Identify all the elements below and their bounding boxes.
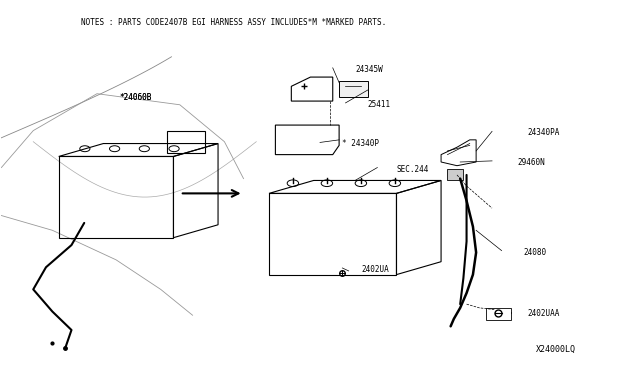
Text: NOTES : PARTS CODE2407B EGI HARNESS ASSY INCLUDES*M *MARKED PARTS.: NOTES : PARTS CODE2407B EGI HARNESS ASSY… [81, 18, 387, 27]
Text: 24340PA: 24340PA [527, 128, 559, 137]
Text: 24345W: 24345W [355, 65, 383, 74]
Polygon shape [339, 81, 368, 97]
Text: *24060B: *24060B [119, 93, 152, 102]
Text: 2402UA: 2402UA [362, 264, 389, 273]
Polygon shape [447, 169, 463, 180]
Text: *24060B: *24060B [119, 93, 152, 102]
Text: 29460N: 29460N [518, 157, 545, 167]
Text: X24000LQ: X24000LQ [536, 345, 576, 354]
Text: 25411: 25411 [368, 100, 391, 109]
Text: 24080: 24080 [524, 248, 547, 257]
Text: SEC.244: SEC.244 [396, 165, 429, 174]
Text: * 24340P: * 24340P [342, 139, 380, 148]
Text: 2402UAA: 2402UAA [527, 309, 559, 318]
